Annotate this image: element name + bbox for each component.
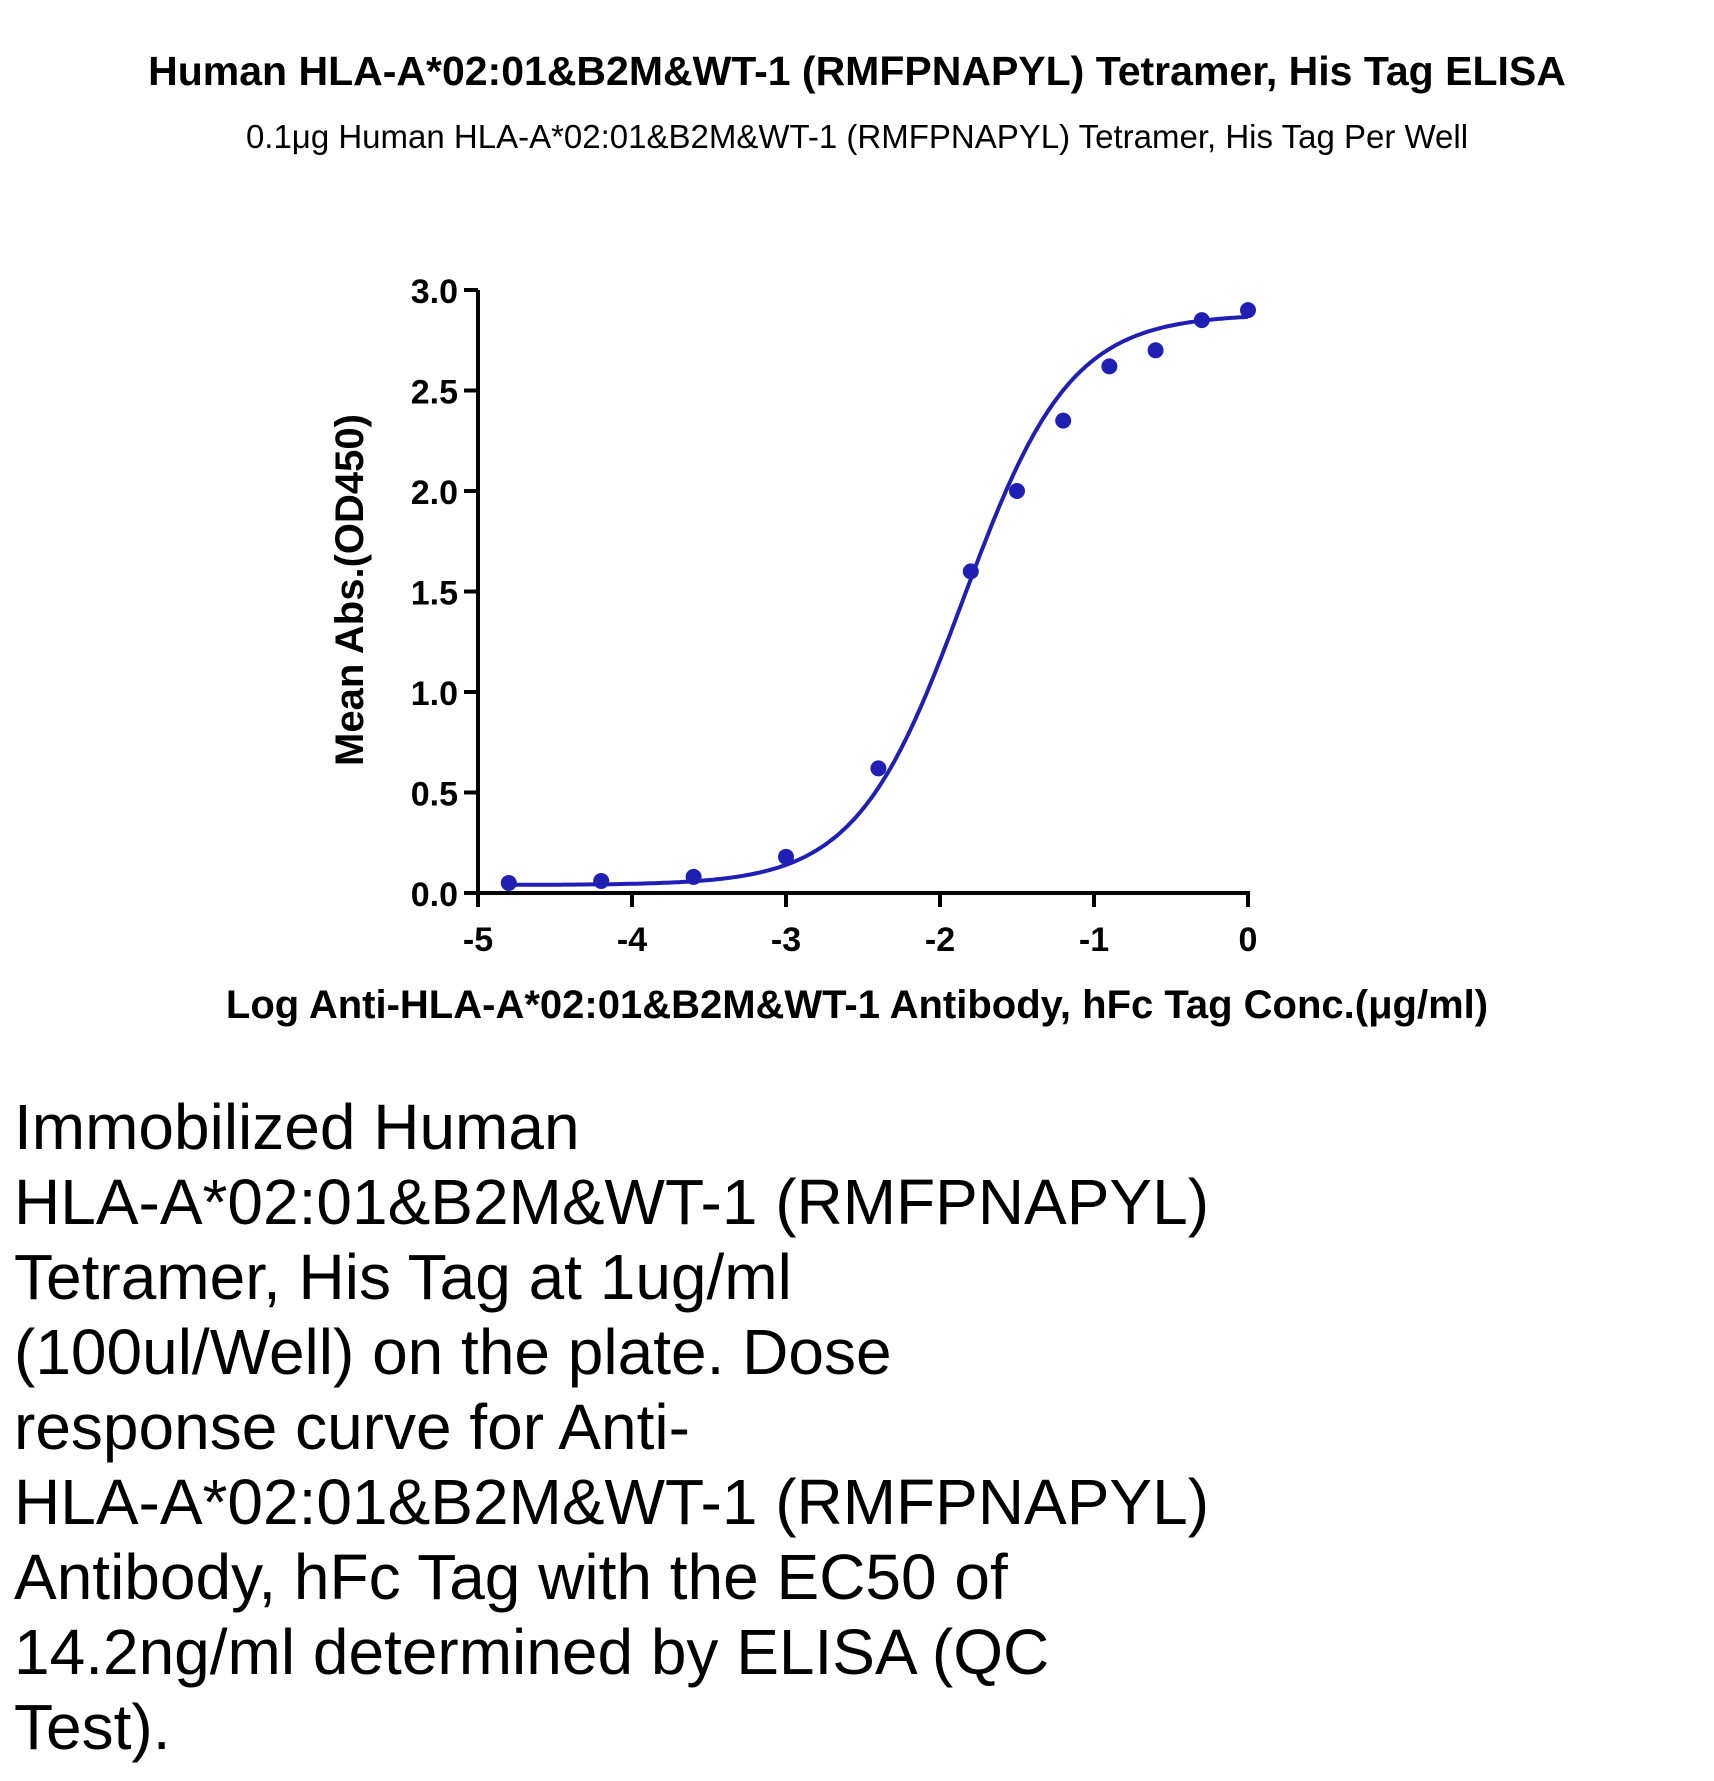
caption-line: (100ul/Well) on the plate. Dose	[14, 1316, 892, 1388]
x-tick-label: -3	[771, 921, 801, 959]
data-point	[870, 760, 887, 777]
y-tick-label: 3.0	[411, 273, 458, 311]
data-point	[962, 563, 979, 580]
data-point	[500, 874, 517, 891]
axes: 0.0 0.5 1.0 1.5 2.0 2.5 3.0 -5 -4 -3 -2 -1 0	[411, 273, 1258, 959]
data-point	[685, 868, 702, 885]
caption-line: 14.2ng/ml determined by ELISA (QC	[14, 1616, 1050, 1688]
y-tick-label: 2.5	[411, 374, 458, 412]
y-tick-label: 2.0	[411, 474, 458, 512]
data-points	[500, 302, 1256, 891]
caption-line: Test).	[14, 1691, 171, 1763]
x-tick-label: -1	[1079, 921, 1109, 959]
caption-line: Tetramer, His Tag at 1ug/ml	[14, 1241, 792, 1313]
x-tick-label: -5	[463, 921, 493, 959]
chart-title: Human HLA-A*02:01&B2M&WT-1 (RMFPNAPYL) T…	[148, 48, 1566, 94]
data-point	[593, 872, 610, 889]
chart-subtitle: 0.1μg Human HLA-A*02:01&B2M&WT-1 (RMFPNA…	[245, 118, 1469, 155]
data-point	[1147, 342, 1164, 359]
caption-line: Antibody, hFc Tag with the EC50 of	[14, 1541, 1008, 1613]
caption-line: HLA-A*02:01&B2M&WT-1 (RMFPNAPYL)	[14, 1166, 1209, 1238]
data-point	[1055, 412, 1072, 429]
y-tick-label: 0.5	[411, 776, 458, 814]
y-tick-label: 1.5	[411, 575, 458, 613]
data-point	[1193, 312, 1210, 329]
caption-line: HLA-A*02:01&B2M&WT-1 (RMFPNAPYL)	[14, 1466, 1209, 1538]
elisa-chart: 0.0 0.5 1.0 1.5 2.0 2.5 3.0 -5 -4 -3 -2 -1 0 Mean Ab…	[226, 273, 1488, 1027]
fit-curve-layer	[508, 314, 1249, 887]
caption-line: response curve for Anti-	[14, 1391, 690, 1463]
data-point	[1009, 483, 1025, 499]
x-axis-label: Log Anti-HLA-A*02:01&B2M&WT-1 Antibody, …	[226, 983, 1488, 1027]
fit-curve	[508, 314, 1249, 887]
x-tick-label: -2	[925, 921, 955, 959]
figure-caption: Immobilized Human HLA-A*02:01&B2M&WT-1 (R…	[14, 1090, 1294, 1765]
data-point	[1240, 302, 1256, 319]
caption-line: Immobilized Human	[14, 1091, 580, 1163]
y-axis-label: Mean Abs.(OD450)	[328, 414, 372, 766]
x-tick-label: 0	[1239, 921, 1258, 959]
x-tick-label: -4	[617, 921, 647, 959]
data-point	[778, 848, 794, 865]
y-tick-label: 1.0	[411, 675, 458, 713]
y-tick-label: 0.0	[411, 876, 458, 914]
data-point	[1101, 358, 1118, 375]
